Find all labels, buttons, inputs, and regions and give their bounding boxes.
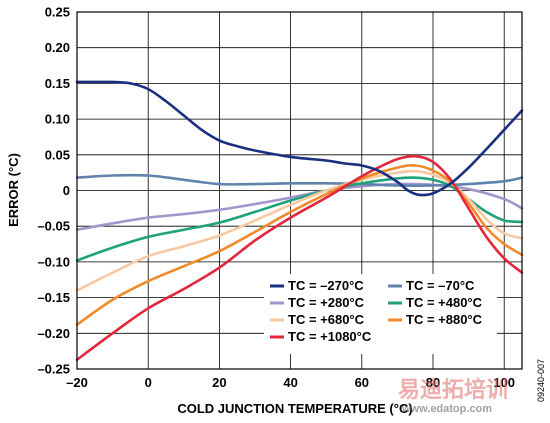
legend-label: TC = +480°C [406,295,483,310]
x-axis-title: COLD JUNCTION TEMPERATURE (°C) [177,401,412,416]
y-tick-label: 0.15 [45,76,70,91]
series-line-7 [75,154,524,362]
y-tick-label: –0.20 [37,326,70,341]
watermark-text: 易迪拓培训 [398,377,508,403]
y-tick-label: –0.25 [37,362,70,377]
legend-label: TC = +680°C [288,312,365,327]
y-tick-label: –0.15 [37,290,70,305]
legend-label: TC = +880°C [406,312,483,327]
y-tick-label: 0.20 [45,40,70,55]
legend-label: TC = +1080°C [288,329,372,344]
legend-item: TC = +280°C [270,295,365,310]
legend-item: TC = –70°C [388,278,475,293]
y-tick-label: 0.05 [45,147,70,162]
x-tick-label: –20 [66,375,88,390]
x-tick-label: 60 [355,375,369,390]
y-tick-label: 0 [63,183,70,198]
series-line-1 [75,80,524,197]
series-line-5 [75,169,524,292]
series-line-2 [75,173,524,187]
y-tick-label: –0.10 [37,254,70,269]
y-tick-labels: 0.25 0.20 0.15 0.10 0.05 0 –0.05 –0.10 –0.15 –0.2… [37,5,70,377]
legend-item: TC = +1080°C [270,329,372,344]
x-tick-label: 80 [426,375,440,390]
x-tick-label: 20 [212,375,226,390]
legend: TC = –270°C TC = –70°C TC = +280°C TC = +48… [264,274,497,354]
watermark-url: www.edatop.com [401,403,492,415]
legend-item: TC = –270°C [270,278,364,293]
legend-item: TC = +680°C [270,312,365,327]
legend-item: TC = +880°C [388,312,483,327]
legend-item: TC = +480°C [388,295,483,310]
y-tick-label: –0.05 [37,219,70,234]
y-axis-title: ERROR (°C) [6,153,21,227]
legend-label: TC = –270°C [288,278,364,293]
x-tick-label: 100 [493,375,515,390]
x-tick-label: 40 [283,375,297,390]
legend-background [264,274,497,354]
x-tick-labels: –20 0 20 40 60 80 100 [66,375,515,390]
series-layer [75,80,524,362]
plot-frame [76,11,523,370]
x-tick-label: 0 [145,375,152,390]
y-tick-label: 0.10 [45,112,70,127]
legend-label: TC = –70°C [406,278,475,293]
legend-label: TC = +280°C [288,295,365,310]
y-tick-label: 0.25 [45,5,70,20]
figure-id: 09240-007 [536,359,546,402]
series-line-6 [75,164,524,327]
